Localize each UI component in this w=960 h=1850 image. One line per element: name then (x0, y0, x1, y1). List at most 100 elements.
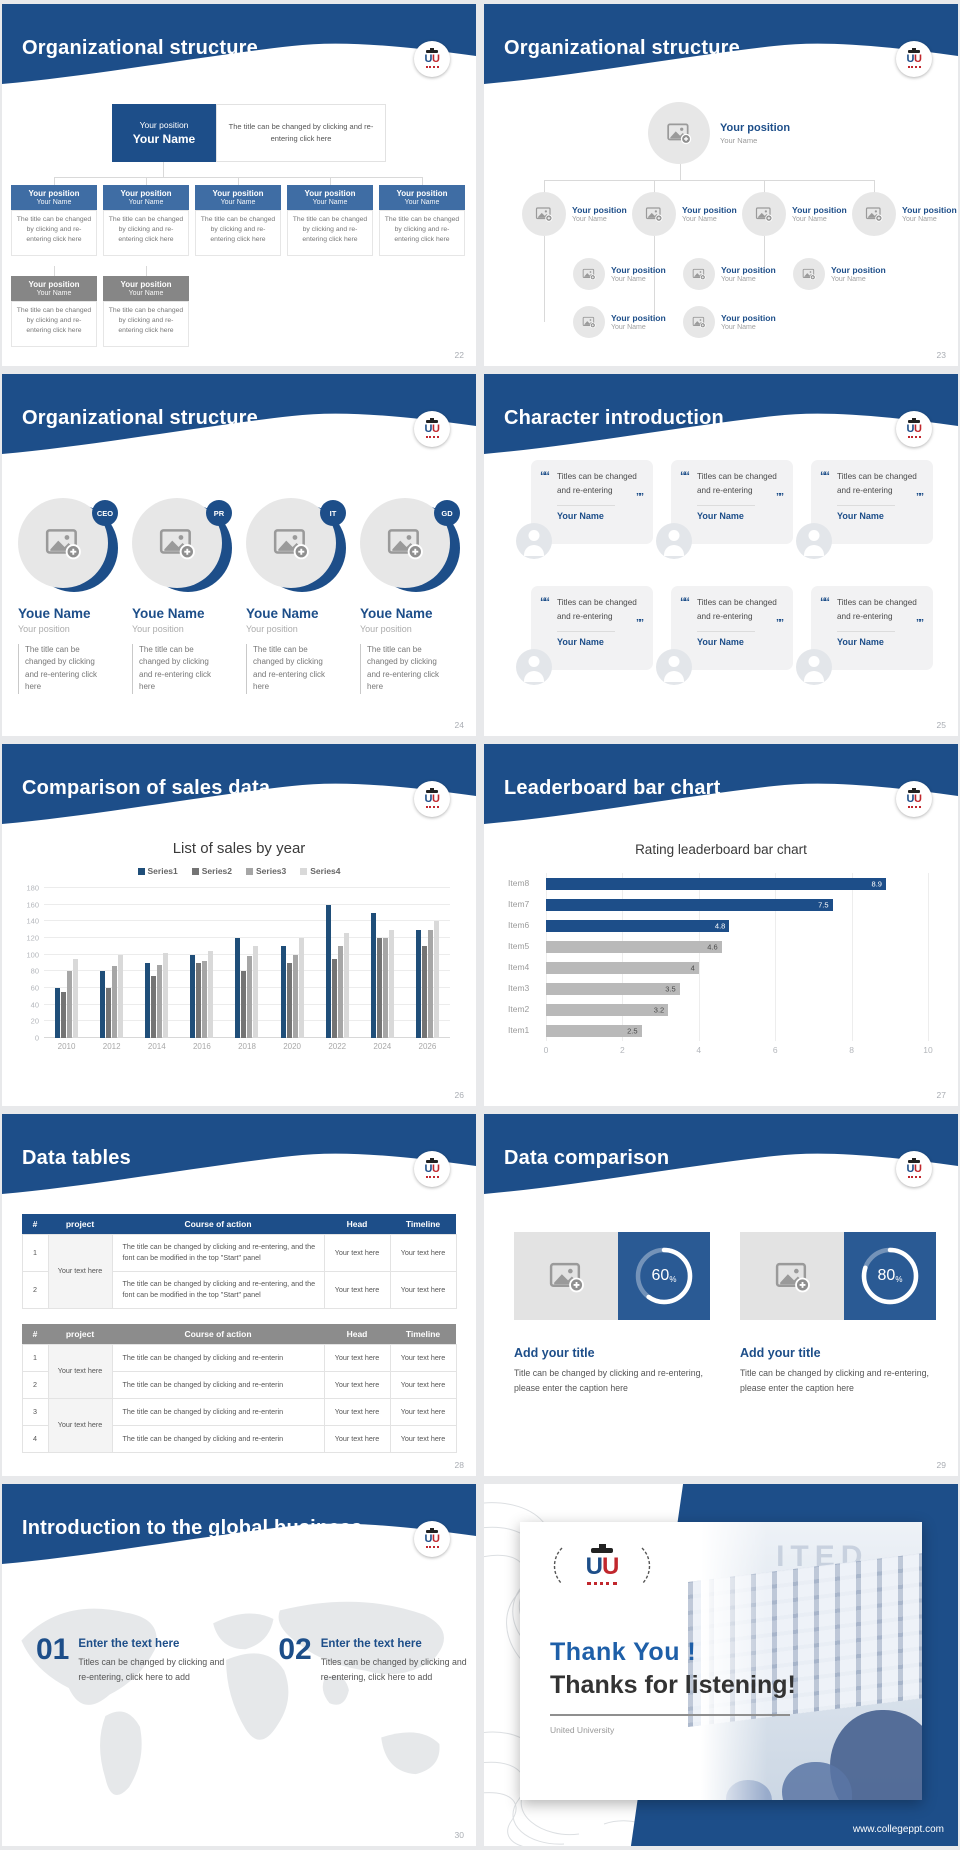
timeline-cell: Your text here (389, 1234, 457, 1272)
project-cell: Your text here (47, 1234, 113, 1309)
card-media: 80 % (740, 1232, 936, 1320)
bar-series3-2026 (427, 929, 433, 1038)
table-header-row: # project Course of action Head Timeline (22, 1214, 456, 1235)
divider (550, 1714, 790, 1716)
slide-28-data-tables: Data tables UU # project Course of action H… (2, 1114, 476, 1476)
x-tick-label: 6 (772, 1045, 778, 1055)
campus-building-photo: ITED (687, 1522, 922, 1800)
graduation-cap-icon (908, 788, 920, 793)
member-note: The title can be changed by clicking and… (132, 644, 217, 694)
child-position: Your position (120, 189, 172, 198)
table-row: 1 Your text here The title can be changed … (21, 1344, 457, 1399)
bar-item3: 3.5 (546, 982, 680, 995)
slide-25-character-introduction: Character introduction UU ““ Titles can … (484, 374, 958, 736)
org-gray-row: Your position Your Name The title can be… (11, 276, 189, 347)
bar-series4-2010 (73, 958, 79, 1038)
root-labels: Your position Your Name (720, 122, 790, 145)
university-logo-letters: UU (424, 423, 440, 435)
quote-close-icon: ”” (916, 492, 924, 503)
member-photo: PR (132, 498, 232, 592)
person-name: Your Name (557, 510, 604, 521)
table-header-cell: project (48, 1324, 112, 1345)
divider (697, 630, 755, 632)
bar-group-2022 (315, 888, 360, 1038)
header-wave (2, 4, 476, 84)
bar-series3-2020 (292, 954, 298, 1038)
table-header-row: # project Course of action Head Timeline (22, 1324, 456, 1345)
person-avatar (796, 523, 832, 559)
page-number: 25 (936, 720, 946, 730)
grid-line (622, 873, 624, 1041)
org-child: Your position Your Name The title can be… (11, 185, 97, 256)
connector-line (146, 266, 147, 276)
org-member: Your position Your Name (683, 258, 793, 290)
bar-item5: 4.6 (546, 940, 722, 953)
graduation-cap-icon (426, 1528, 438, 1533)
x-tick-label: 2026 (418, 1042, 437, 1051)
child-note: The title can be changed by clicking and… (11, 210, 97, 256)
connector-line (146, 177, 147, 185)
bar-series2-2024 (376, 938, 382, 1038)
page-number: 28 (454, 1460, 464, 1470)
legend-swatch (300, 867, 308, 875)
photo-placeholder-circle (683, 306, 715, 338)
y-tick-label: 160 (26, 900, 39, 910)
child-name: Your Name (404, 199, 440, 206)
person-name: Your Name (837, 636, 884, 647)
x-tick-label: 2022 (328, 1042, 347, 1051)
child-position: Your position (304, 189, 356, 198)
item-title: Enter the text here (320, 1638, 422, 1650)
head-cell: Your text here (323, 1425, 391, 1453)
bar-series1-2026 (415, 929, 421, 1038)
y-category-label: Item3 (508, 983, 530, 993)
x-tick-label: 2012 (102, 1042, 121, 1051)
connector-line (544, 180, 875, 181)
child-note: The title can be changed by clicking and… (379, 210, 465, 256)
leaderboard-chart: Rating leaderboard bar chart Item8 Item7 I… (484, 842, 958, 1057)
percent-number: 60 (651, 1267, 670, 1284)
percent-number: 80 (877, 1267, 896, 1284)
quote-close-icon: ”” (916, 618, 924, 629)
card-title: Add your title (514, 1346, 595, 1360)
member-name: Your Name (682, 216, 717, 223)
org-root-group: Your position Your Name (648, 102, 790, 164)
table-body: 1 Your text here The title can be changed … (21, 1344, 457, 1453)
org-row-2: Your position Your Name Your position Your… (573, 306, 793, 338)
logo-motto-line (425, 806, 439, 808)
table-row: 4 The title can be changed by clicking an… (21, 1425, 457, 1453)
y-category-label: Item1 (508, 1025, 530, 1035)
bar-group-2020 (270, 888, 315, 1038)
bar-group-2012 (89, 888, 134, 1038)
item-number: 01 (36, 1633, 70, 1666)
org-member: Your position Your Name (573, 306, 683, 338)
connector-line (544, 180, 545, 194)
person-avatar (516, 649, 552, 685)
image-placeholder-icon (667, 123, 692, 145)
child-name: Your Name (128, 199, 164, 206)
data-table-primary: # project Course of action Head Timeline 1 You… (21, 1214, 457, 1309)
member-position: Your position (18, 624, 70, 634)
member-labels: Your position Your Name (611, 265, 666, 283)
child-name: Your Name (220, 199, 256, 206)
root-name: Your Name (720, 135, 758, 145)
connector-line (163, 162, 164, 177)
course-cell: The title can be changed by clicking and… (111, 1271, 325, 1309)
bar-series3-2022 (337, 946, 343, 1038)
divider (697, 504, 755, 506)
quote-text: Titles can be changed and re-entering (837, 472, 917, 496)
person-name: Your Name (837, 510, 884, 521)
member-labels: Your position Your Name (572, 205, 627, 223)
quote-text: Titles can be changed and re-entering (697, 598, 777, 622)
connector-line (654, 236, 655, 322)
member-name: Your Name (792, 216, 827, 223)
page-number: 22 (454, 350, 464, 360)
table-head: # project Course of action Head Timeline (22, 1324, 456, 1345)
role-badge: PR (206, 500, 232, 526)
logo-motto-line (907, 806, 921, 808)
tables-container: # project Course of action Head Timeline 1 You… (2, 1214, 476, 1453)
connector-line (764, 236, 765, 274)
university-logo: UU (896, 1151, 932, 1187)
connector-line (680, 164, 681, 180)
bar-series3-2010 (67, 971, 73, 1038)
y-tick-label: 20 (30, 1016, 39, 1026)
